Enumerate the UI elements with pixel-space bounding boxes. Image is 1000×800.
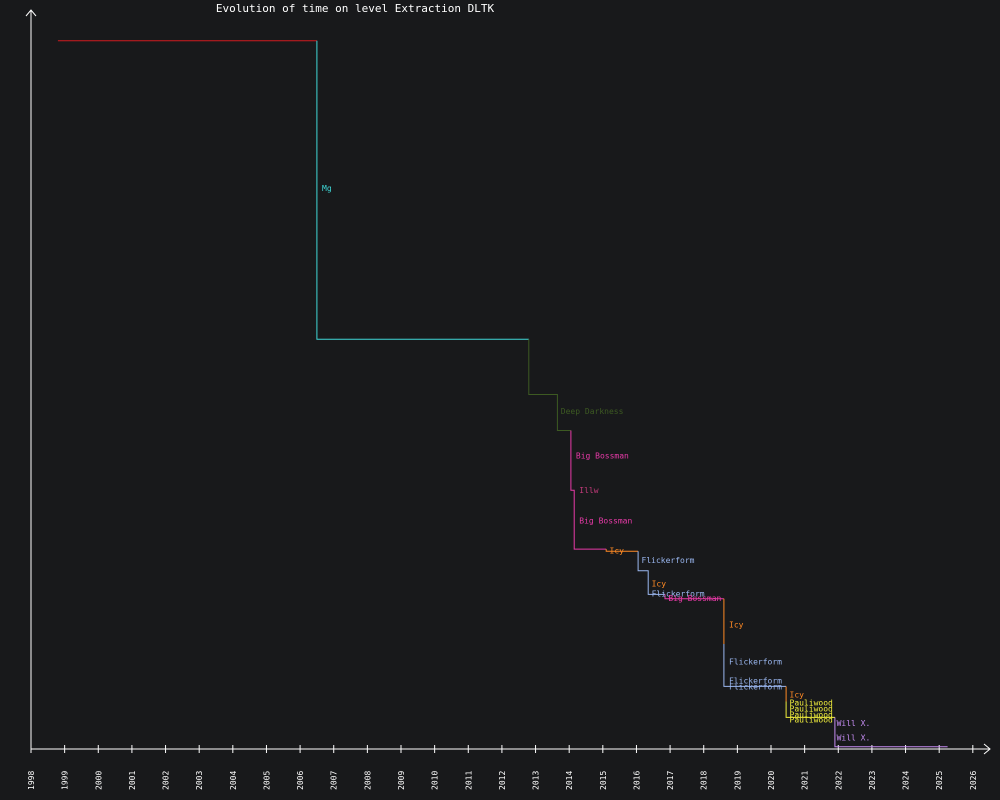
record-holder-label: Pauliwood (790, 711, 834, 720)
series-line (605, 549, 639, 552)
record-holder-label: Pauliwood (790, 698, 834, 707)
record-holder-label: Flickerform (652, 590, 705, 599)
x-tick-label: 2000 (94, 771, 103, 790)
x-axis-arrowhead (983, 743, 991, 755)
x-tick-label: 2011 (464, 771, 473, 790)
x-tick-label: 2003 (195, 771, 204, 790)
x-tick-label: 2023 (868, 771, 877, 790)
x-tick-label: 2001 (128, 771, 137, 790)
x-tick-label: 2004 (229, 771, 238, 790)
record-holder-label: Big Bossman (668, 594, 721, 603)
record-holder-label: Will X. (837, 719, 871, 728)
x-tick-label: 2022 (834, 771, 843, 790)
axes (25, 9, 991, 755)
record-holder-label: Flickerform (729, 657, 782, 666)
record-holder-label: Flickerform (729, 682, 782, 691)
record-holder-label: Icy (610, 547, 625, 556)
record-holder-label: Flickerform (729, 677, 782, 686)
x-tick-label: 2002 (162, 771, 171, 790)
record-holder-label: Pauliwood (790, 705, 834, 714)
x-tick-label: 2009 (397, 771, 406, 790)
series-line (664, 594, 724, 600)
series-line (570, 430, 607, 550)
x-tick-label: 2007 (330, 771, 339, 790)
record-holder-label: Pauliwood (790, 716, 834, 725)
record-holder-label: Deep Darkness (561, 407, 624, 416)
x-tick-label: 2018 (700, 771, 709, 790)
record-holder-label: Big Bossman (576, 452, 629, 461)
x-tick-label: 2026 (969, 771, 978, 790)
x-tick-label: 2006 (296, 771, 305, 790)
x-tick-label: 2017 (666, 771, 675, 790)
chart-title: Evolution of time on level Extraction DL… (216, 2, 495, 15)
series-layer (57, 40, 948, 748)
series-line (637, 551, 665, 595)
record-holder-label: Big Bossman (579, 516, 632, 525)
y-axis-arrowhead (25, 9, 37, 17)
series-line (834, 717, 948, 748)
series-line (785, 701, 835, 718)
series-line (723, 644, 787, 687)
x-tick-label: 2019 (733, 771, 742, 790)
x-tick-label: 2010 (431, 771, 440, 790)
x-tick-label: 1998 (27, 771, 36, 790)
x-tick-label: 2015 (599, 771, 608, 790)
series-line (316, 40, 529, 340)
x-axis-ticks: 1998 1999 2000 2001 2002 2003 2004 2005 2006 2007… (27, 745, 978, 790)
series-line (528, 339, 571, 431)
x-tick-label: 2025 (935, 771, 944, 790)
x-tick-label: 2020 (767, 771, 776, 790)
x-tick-label: 2016 (632, 771, 641, 790)
record-holder-label: Icy (729, 621, 744, 630)
record-holder-label: Icy (652, 580, 667, 589)
x-tick-label: 2008 (363, 771, 372, 790)
x-tick-label: 2013 (532, 771, 541, 790)
x-tick-label: 2005 (262, 771, 271, 790)
record-holder-label: Mg (322, 184, 332, 193)
record-holder-label: Icy (790, 690, 805, 699)
record-holder-label: Flickerform (642, 556, 695, 565)
record-holder-label: Will X. (837, 734, 871, 743)
x-tick-label: 2024 (902, 771, 911, 790)
x-tick-label: 2014 (565, 771, 574, 790)
record-holder-label: Illw (579, 486, 598, 495)
x-tick-label: 1999 (61, 771, 70, 790)
x-tick-label: 2021 (801, 771, 810, 790)
x-tick-label: 2012 (498, 771, 507, 790)
